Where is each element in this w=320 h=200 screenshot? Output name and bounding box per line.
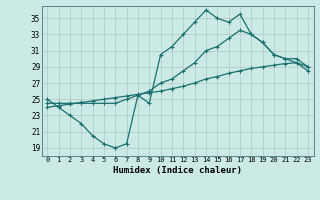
- X-axis label: Humidex (Indice chaleur): Humidex (Indice chaleur): [113, 166, 242, 175]
